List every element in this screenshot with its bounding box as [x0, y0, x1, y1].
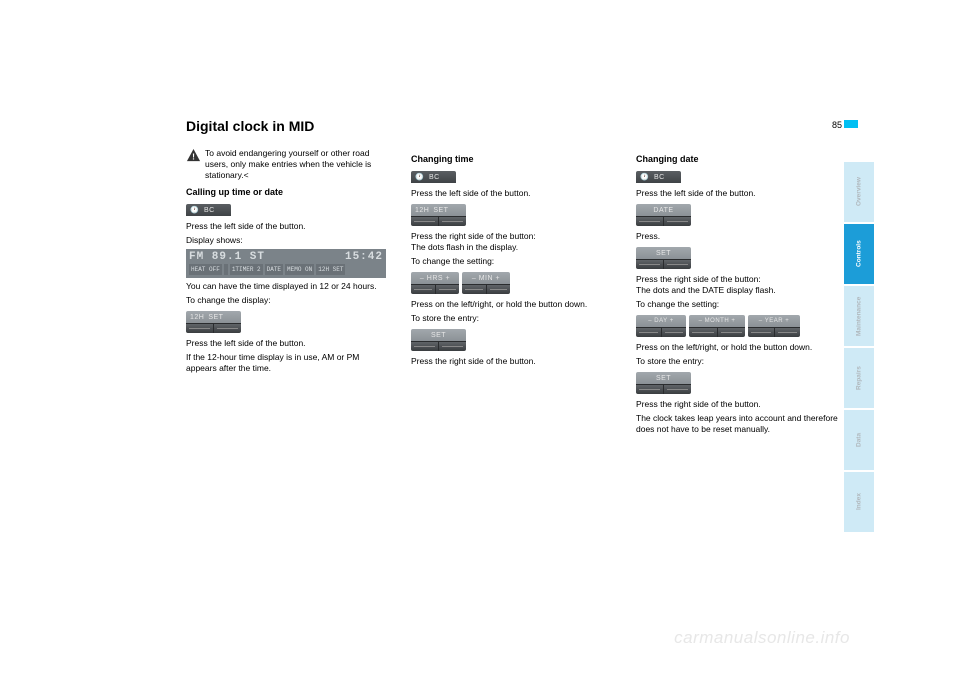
clock-icon: 🕐 — [190, 205, 200, 216]
lcd-left: FM 89.1 ST — [189, 252, 265, 263]
text-press-left-2: Press the left side of the button. — [186, 338, 391, 349]
lcd-right: 15:42 — [345, 252, 383, 263]
text-change-display: To change the display: — [186, 295, 391, 306]
clock-bc-button-2: 🕐 BC — [411, 171, 456, 183]
bc-label: BC — [654, 172, 665, 183]
text-press-left-4: Press the left side of the button. — [636, 188, 841, 199]
page-marker — [844, 120, 858, 128]
page-number: 85 — [832, 120, 842, 130]
set-button-2: SET — [636, 247, 691, 269]
clock-icon: 🕐 — [415, 172, 425, 183]
text-hold-2: Press on the left/right, or hold the but… — [636, 342, 841, 353]
set-label: SET — [208, 312, 223, 323]
hrs-min-row: – HRS + – MIN + — [411, 270, 616, 296]
12h-set-button-2: 12HSET — [411, 204, 466, 226]
sub-calling-time-date: Calling up time or date — [186, 187, 391, 198]
clock-bc-button: 🕐 BC — [186, 204, 231, 216]
set-button-3: SET — [636, 372, 691, 394]
text-press-right-4: Press the right side of the button. — [636, 399, 841, 410]
tab-index[interactable]: Index — [844, 472, 874, 532]
day-month-year-row: – DAY + – MONTH + – YEAR + — [636, 313, 841, 339]
text-press-right-2: Press the right side of the button. — [411, 356, 616, 367]
12h-set-button: 12H SET — [186, 311, 241, 333]
date-button: DATE — [636, 204, 691, 226]
set-button-1: SET — [411, 329, 466, 351]
tab-data[interactable]: Data — [844, 410, 874, 470]
warning-text: To avoid endangering yourself or other r… — [205, 148, 391, 181]
lcd-display: FM 89.1 ST 15:42 HEAT OFF 1TIMER 2 DATE M… — [186, 249, 386, 278]
column-1: ! To avoid endangering yourself or other… — [186, 148, 391, 438]
sub-changing-date: Changing date — [636, 154, 841, 165]
text-change-setting-2: To change the setting: — [636, 299, 841, 310]
lcd-cell: DATE — [265, 264, 283, 275]
clock-icon: 🕐 — [640, 172, 650, 183]
lcd-cell: MEMO ON — [285, 264, 314, 275]
column-3: Changing date 🕐 BC Press the left side of… — [636, 148, 841, 438]
text-press-left-3: Press the left side of the button. — [411, 188, 616, 199]
page-title: Digital clock in MID — [186, 118, 314, 134]
text-12-24: You can have the time displayed in 12 or… — [186, 281, 391, 292]
hrs-button: – HRS + — [411, 272, 459, 294]
text-store-2: To store the entry: — [636, 356, 841, 367]
12h-label: 12H — [190, 312, 204, 323]
content-columns: ! To avoid endangering yourself or other… — [186, 148, 842, 438]
text-leap-year: The clock takes leap years into account … — [636, 413, 841, 435]
warning-icon: ! — [186, 148, 201, 163]
tab-controls[interactable]: Controls — [844, 224, 874, 284]
year-button: – YEAR + — [748, 315, 800, 337]
day-button: – DAY + — [636, 315, 686, 337]
lcd-cell: HEAT OFF — [189, 264, 222, 275]
text-display-shows: Display shows: — [186, 235, 391, 246]
lcd-cell — [224, 264, 228, 275]
text-store-1: To store the entry: — [411, 313, 616, 324]
lcd-cell: 1TIMER 2 — [230, 264, 263, 275]
tab-repairs[interactable]: Repairs — [844, 348, 874, 408]
text-hold-1: Press on the left/right, or hold the but… — [411, 299, 616, 310]
svg-text:!: ! — [192, 151, 195, 161]
warning-block: ! To avoid endangering yourself or other… — [186, 148, 391, 181]
min-button: – MIN + — [462, 272, 510, 294]
text-am-pm: If the 12-hour time display is in use, A… — [186, 352, 391, 374]
text-change-setting-1: To change the setting: — [411, 256, 616, 267]
bc-label: BC — [204, 205, 215, 216]
sub-changing-time: Changing time — [411, 154, 616, 165]
text-press-right-3: Press the right side of the button:The d… — [636, 274, 841, 296]
side-tabs: Overview Controls Maintenance Repairs Da… — [844, 162, 874, 534]
watermark: carmanualsonline.info — [674, 628, 850, 648]
column-2: Changing time 🕐 BC Press the left side of… — [411, 148, 616, 438]
clock-bc-button-3: 🕐 BC — [636, 171, 681, 183]
tab-maintenance[interactable]: Maintenance — [844, 286, 874, 346]
month-button: – MONTH + — [689, 315, 745, 337]
text-press-right-1: Press the right side of the button:The d… — [411, 231, 616, 253]
text-press-left-1: Press the left side of the button. — [186, 221, 391, 232]
text-press: Press. — [636, 231, 841, 242]
tab-overview[interactable]: Overview — [844, 162, 874, 222]
lcd-cell: 12H SET — [316, 264, 345, 275]
bc-label: BC — [429, 172, 440, 183]
